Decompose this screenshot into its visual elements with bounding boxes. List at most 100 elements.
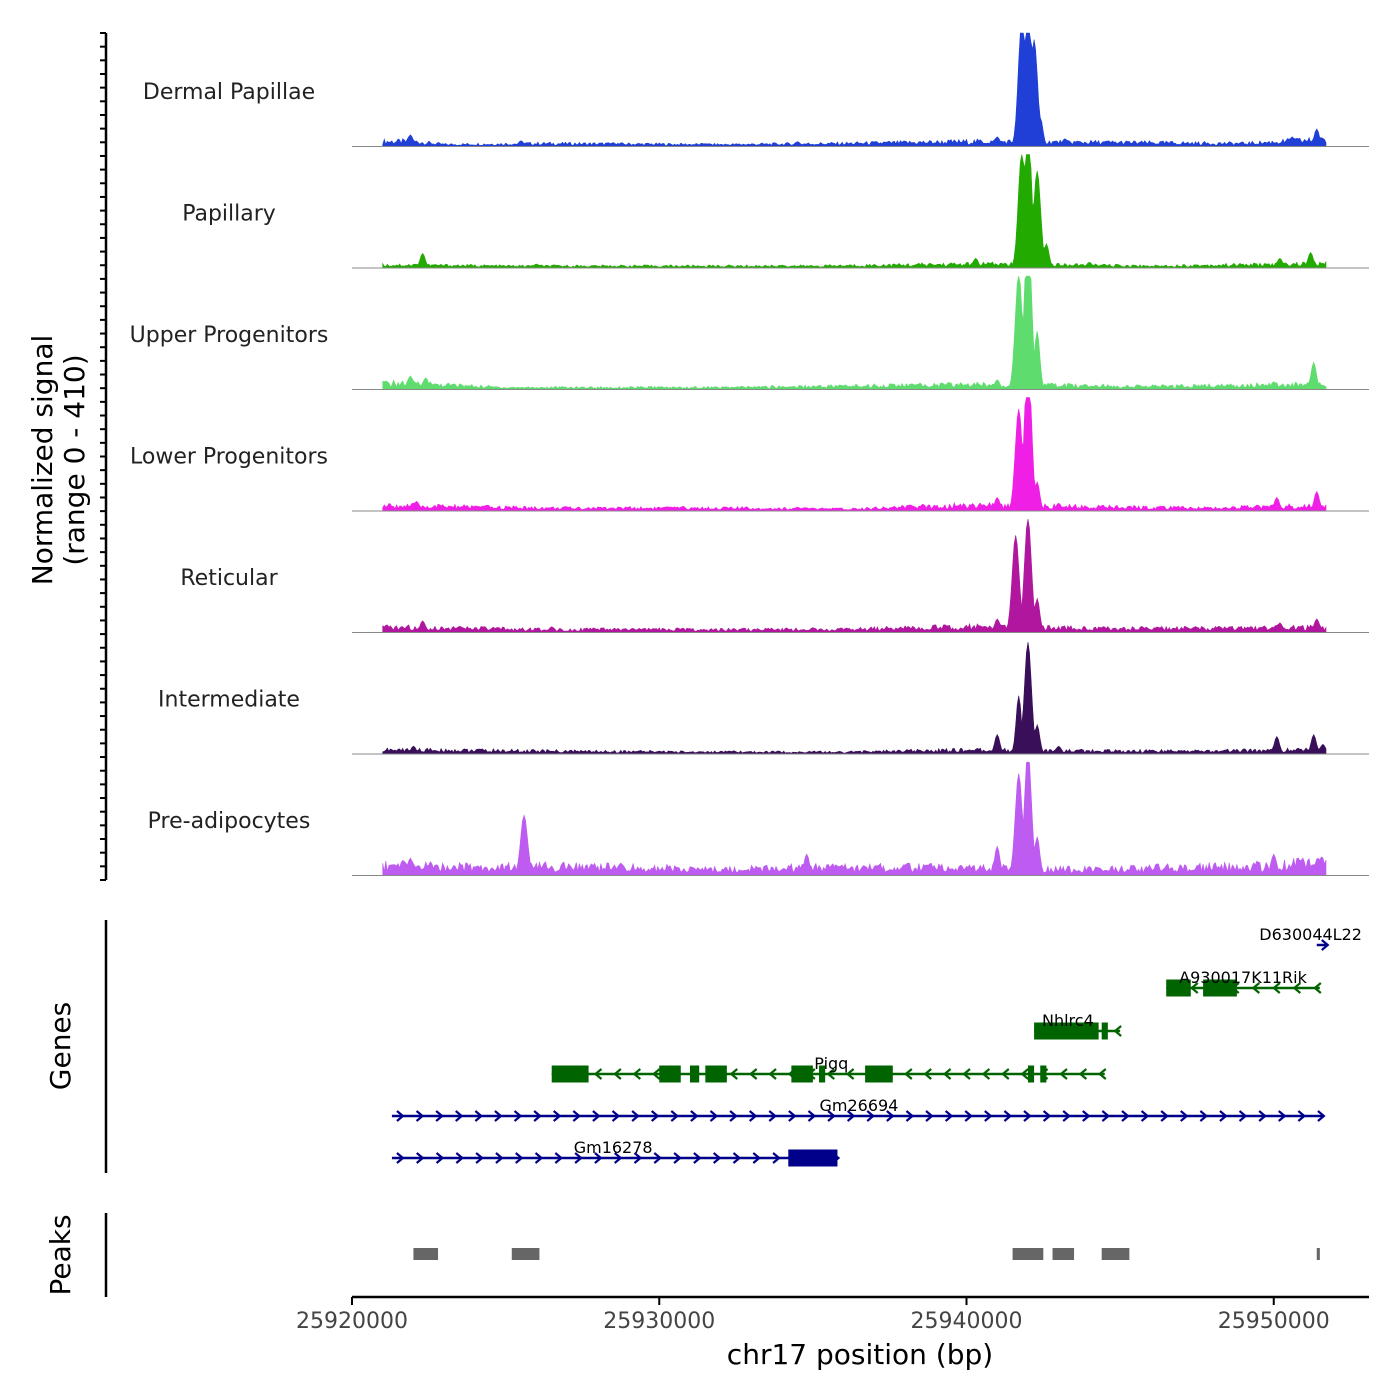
strand-arrow [925, 1110, 934, 1122]
strand-arrow [807, 1110, 817, 1122]
exon [791, 1065, 813, 1083]
strand-arrow [866, 1110, 875, 1122]
strand-arrow [1062, 1110, 1071, 1122]
peaks-panel [104, 1213, 1320, 1297]
strand-arrow [1113, 1025, 1122, 1037]
exon [1034, 1022, 1099, 1040]
strand-arrow [729, 1068, 738, 1080]
strand-arrow [435, 1152, 445, 1164]
strand-arrow [1317, 1110, 1326, 1122]
strand-arrow [1313, 982, 1322, 994]
strand-arrow [533, 1110, 542, 1122]
exon [788, 1149, 838, 1167]
strand-arrow [653, 1152, 663, 1164]
strand-arrow [494, 1110, 503, 1122]
strand-arrow [455, 1110, 464, 1122]
strand-arrow [632, 1068, 641, 1080]
strand-arrow [594, 1152, 603, 1164]
x-tick-label: 25940000 [911, 1309, 1023, 1334]
strand-arrow [905, 1110, 915, 1122]
strand-arrow [1020, 1068, 1029, 1080]
strand-arrow [962, 1068, 971, 1080]
exon [1040, 1065, 1047, 1083]
exon [865, 1065, 893, 1083]
strand-arrow [709, 1110, 719, 1122]
strand-arrow [1190, 982, 1199, 994]
gene-label: A930017K11Rik [1179, 968, 1307, 987]
peak-region [1101, 1248, 1130, 1260]
strand-arrow [984, 1110, 993, 1122]
strand-arrow [651, 1068, 661, 1080]
x-axis-label: chr17 position (bp) [727, 1338, 993, 1371]
strand-arrow [1140, 1110, 1150, 1122]
track-signal-area [382, 761, 1327, 876]
strand-arrow [768, 1110, 777, 1122]
strand-arrow [845, 1068, 855, 1080]
strand-arrow [712, 1152, 722, 1164]
strand-arrow [964, 1110, 973, 1122]
track-dermal-papillae: Dermal Papillae [143, 32, 1369, 147]
gene-nhlrc4: Nhlrc4 [1034, 1011, 1122, 1040]
strand-arrow [1180, 1110, 1189, 1122]
strand-arrow [611, 1110, 621, 1122]
strand-arrow [631, 1110, 640, 1122]
strand-arrow [1078, 1068, 1088, 1080]
strand-arrow [1023, 1110, 1032, 1122]
strand-arrow [1059, 1068, 1068, 1080]
strand-arrow [475, 1152, 484, 1164]
x-tick-label: 25950000 [1218, 1309, 1330, 1334]
strand-arrow [1238, 1110, 1248, 1122]
strand-arrow [1219, 1110, 1228, 1122]
gene-d630044l22: D630044L22 [1259, 925, 1362, 951]
strand-arrow [846, 1110, 856, 1122]
strand-arrow [534, 1152, 544, 1164]
peak-region [1052, 1248, 1075, 1260]
strand-arrow [1001, 1068, 1010, 1080]
strand-arrow [572, 1110, 582, 1122]
peak-region [413, 1248, 439, 1260]
genes-panel-label: Genes [44, 1002, 77, 1090]
strand-arrow [396, 1110, 405, 1122]
track-upper-progenitors: Upper Progenitors [130, 275, 1369, 390]
exon [689, 1065, 700, 1083]
strand-arrow [670, 1110, 679, 1122]
track-signal-area [382, 275, 1327, 390]
strand-arrow [592, 1110, 601, 1122]
gene-label: Pigq [814, 1054, 848, 1073]
exon [1203, 979, 1237, 997]
strand-arrow [650, 1110, 660, 1122]
strand-arrow [515, 1152, 524, 1164]
strand-arrow [772, 1152, 781, 1164]
track-papillary: Papillary [182, 154, 1369, 269]
strand-arrow [748, 1068, 758, 1080]
track-label: Intermediate [158, 688, 300, 713]
track-signal-area [382, 518, 1327, 633]
strand-arrow [729, 1110, 738, 1122]
strand-arrow [1101, 1110, 1111, 1122]
x-tick-label: 25930000 [603, 1309, 715, 1334]
track-label: Upper Progenitors [130, 323, 329, 348]
strand-arrow [1297, 1110, 1307, 1122]
peak-region [1316, 1248, 1320, 1260]
gene-gm26694: Gm26694 [391, 1096, 1326, 1122]
strand-arrow [944, 1110, 954, 1122]
gene-pigq: Pigq [551, 1054, 1107, 1083]
strand-arrow [415, 1110, 425, 1122]
exon [819, 1065, 826, 1083]
peak-region [511, 1248, 540, 1260]
strand-arrow [435, 1110, 444, 1122]
strand-arrow [554, 1152, 564, 1164]
strand-arrow [552, 1110, 562, 1122]
strand-arrow [693, 1152, 702, 1164]
track-label: Dermal Papillae [143, 80, 315, 105]
track-pre-adipocytes: Pre-adipocytes [148, 761, 1369, 876]
track-intermediate: Intermediate [158, 642, 1369, 755]
strand-arrow [827, 1110, 836, 1122]
strand-arrow [1082, 1110, 1091, 1122]
strand-arrow [1003, 1110, 1013, 1122]
strand-arrow [613, 1068, 622, 1080]
strand-arrow [981, 1068, 991, 1080]
peaks-panel-label: Peaks [44, 1214, 77, 1295]
strand-arrow [1258, 1110, 1267, 1122]
